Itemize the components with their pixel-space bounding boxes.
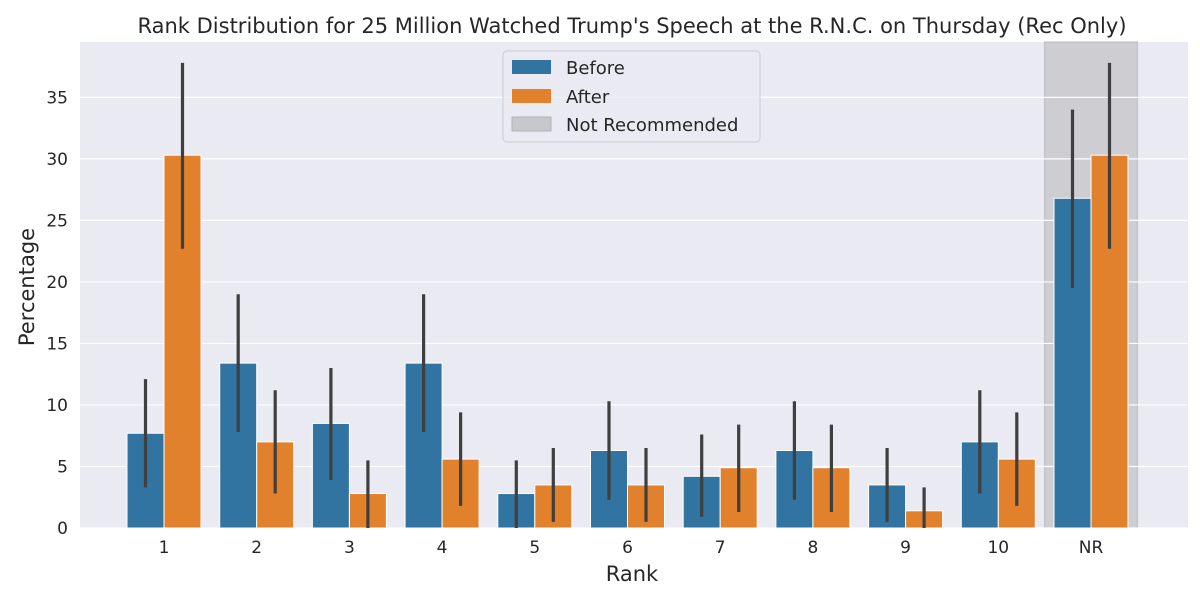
legend-label-after: After	[566, 87, 610, 108]
x-tick-labels: 1 2 3 4 5 6 7 8 9 10 NR	[159, 538, 1104, 558]
y-tick-label: 25	[46, 211, 68, 231]
y-tick-label: 35	[46, 88, 68, 108]
x-tick-label: 1	[159, 538, 170, 558]
x-tick-label: 5	[529, 538, 540, 558]
x-tick-label: 6	[622, 538, 633, 558]
legend-label-before: Before	[566, 58, 625, 79]
x-tick-label: 10	[987, 538, 1009, 558]
x-tick-label: 8	[807, 538, 818, 558]
y-tick-label: 30	[46, 150, 68, 170]
x-tick-label: 3	[344, 538, 355, 558]
y-tick-labels: 0 5 10 15 20 25 30 35	[46, 88, 68, 539]
legend-label-not-recommended: Not Recommended	[566, 115, 738, 136]
y-tick-label: 0	[57, 519, 68, 539]
y-tick-label: 15	[46, 334, 68, 354]
x-axis-label: Rank	[606, 562, 659, 586]
error-bar-layer	[143, 62, 1112, 528]
y-tick-label: 20	[46, 273, 68, 293]
x-tick-label: 4	[437, 538, 448, 558]
legend: Before After Not Recommended	[502, 50, 761, 143]
chart-title: Rank Distribution for 25 Million Watched…	[137, 14, 1126, 38]
legend-swatch-before	[512, 60, 551, 74]
y-axis-label: Percentage	[15, 228, 39, 346]
x-tick-label: 7	[715, 538, 726, 558]
legend-swatch-after	[512, 89, 551, 103]
x-tick-label: NR	[1079, 538, 1104, 558]
y-tick-label: 5	[57, 457, 68, 477]
y-tick-label: 10	[46, 396, 68, 416]
x-tick-label: 9	[900, 538, 911, 558]
legend-swatch-not-recommended	[511, 116, 552, 132]
x-tick-label: 2	[251, 538, 262, 558]
legend-frame	[502, 50, 761, 143]
